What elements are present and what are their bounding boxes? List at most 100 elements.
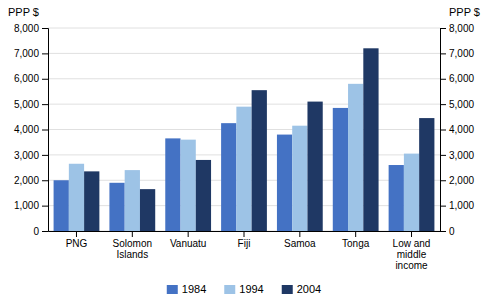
tick-mark [440, 28, 446, 29]
bar [196, 160, 211, 231]
tick: 1,000 [440, 200, 474, 211]
tick-mark [42, 231, 48, 232]
legend-item: 1984 [167, 283, 206, 295]
y-axis-label: PPP $ [8, 6, 39, 18]
bar [140, 189, 155, 231]
tick-label: 8,000 [14, 23, 39, 34]
grid-line [48, 28, 440, 29]
bar [84, 171, 99, 231]
tick-label: 4,000 [449, 124, 474, 135]
tick: 5,000 [14, 99, 48, 110]
tick-mark [440, 130, 446, 131]
bar [292, 126, 307, 231]
tick-label: 2,000 [14, 175, 39, 186]
grid [48, 28, 440, 231]
tick-mark [244, 231, 245, 237]
tick-label: Tonga [342, 238, 370, 249]
tick-mark [440, 180, 446, 181]
tick: 3,000 [440, 150, 474, 161]
grid-line [48, 53, 440, 54]
grid-line [48, 78, 440, 79]
y2-axis: 01,0002,0003,0004,0005,0006,0007,0008,00… [440, 23, 474, 237]
tick-label: 3,000 [14, 150, 39, 161]
axis-line [441, 29, 447, 232]
tick: 6,000 [440, 73, 474, 84]
tick-mark [299, 231, 300, 237]
legend: 1984 1994 2004 [167, 283, 321, 295]
tick-mark [42, 155, 48, 156]
tick: SolomonIslands [113, 231, 152, 260]
tick-label: 0 [449, 226, 455, 237]
legend-swatch [282, 285, 293, 294]
tick-label: 3,000 [449, 150, 474, 161]
tick-mark [42, 130, 48, 131]
tick-label: SolomonIslands [113, 238, 152, 260]
tick-mark [440, 104, 446, 105]
tick-label: 2,000 [449, 175, 474, 186]
tick: 4,000 [14, 124, 48, 135]
tick-mark [440, 53, 446, 54]
legend-label: 2004 [297, 283, 321, 295]
plot: PNG SolomonIslands Vanuatu Fiji Samoa Tonga Lo… [14, 23, 474, 271]
tick-mark [42, 206, 48, 207]
bar [221, 123, 236, 231]
tick: Vanuatu [170, 231, 207, 249]
tick-mark [42, 53, 48, 54]
tick-label: 4,000 [14, 124, 39, 135]
tick-label: 5,000 [14, 99, 39, 110]
bar [69, 164, 84, 231]
legend-label: 1984 [182, 283, 206, 295]
tick-mark [355, 231, 356, 237]
bar [125, 170, 140, 231]
tick: Tonga [342, 231, 370, 249]
chart: PNG SolomonIslands Vanuatu Fiji Samoa Tonga Lo… [0, 0, 488, 303]
legend-swatch [224, 285, 235, 294]
tick: 1,000 [14, 200, 48, 211]
axis-line [42, 29, 49, 232]
tick: 6,000 [14, 73, 48, 84]
tick-mark [42, 104, 48, 105]
tick-mark [188, 231, 189, 237]
legend-label: 1994 [239, 283, 263, 295]
tick-mark [76, 231, 77, 237]
tick: PNG [66, 231, 88, 249]
tick-mark [411, 231, 412, 237]
legend-item: 1994 [224, 283, 263, 295]
tick: 2,000 [440, 175, 474, 186]
tick: 8,000 [440, 23, 474, 34]
tick: 0 [440, 226, 455, 237]
y-axis: 01,0002,0003,0004,0005,0006,0007,0008,00… [14, 23, 49, 237]
tick-mark [440, 206, 446, 207]
bar [419, 118, 434, 231]
tick-label: 7,000 [449, 48, 474, 59]
tick-label: Vanuatu [170, 238, 207, 249]
bar [307, 102, 322, 231]
tick-label: 6,000 [449, 73, 474, 84]
bar [404, 154, 419, 231]
tick: 3,000 [14, 150, 48, 161]
bar [236, 107, 251, 231]
bar [181, 140, 196, 231]
tick: Fiji [238, 231, 251, 249]
tick-mark [440, 79, 446, 80]
bar [252, 90, 267, 231]
bar [389, 165, 404, 231]
tick: 2,000 [14, 175, 48, 186]
tick: 4,000 [440, 124, 474, 135]
bar [363, 48, 378, 231]
tick-mark [440, 231, 446, 232]
x-axis: PNG SolomonIslands Vanuatu Fiji Samoa Tonga Lo… [49, 231, 441, 271]
y2-axis-label: PPP $ [449, 6, 480, 18]
tick: 7,000 [440, 48, 474, 59]
tick-label: 1,000 [14, 200, 39, 211]
tick-mark [42, 180, 48, 181]
bar [348, 84, 363, 231]
tick: Low andmiddleincome [393, 231, 431, 271]
tick-label: 7,000 [14, 48, 39, 59]
bars [54, 48, 435, 231]
tick-mark [42, 28, 48, 29]
tick-mark [440, 155, 446, 156]
bar [54, 180, 69, 231]
tick: Samoa [284, 231, 316, 249]
tick: 8,000 [14, 23, 48, 34]
